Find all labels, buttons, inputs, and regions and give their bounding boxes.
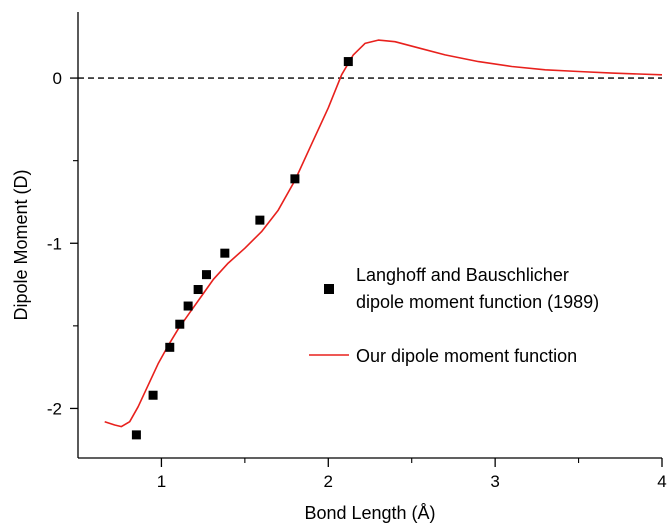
legend: Langhoff and Bauschlicher dipole moment f… — [309, 265, 599, 366]
x-tick-label: 4 — [657, 472, 666, 491]
y-tick-label: -1 — [47, 234, 62, 253]
data-point-square — [148, 390, 158, 400]
legend-label-line: dipole moment function (1989) — [356, 292, 599, 312]
x-tick-label: 2 — [324, 472, 333, 491]
data-point-square — [343, 57, 353, 67]
data-point-square — [255, 215, 265, 225]
dipole-function-curve — [104, 39, 663, 428]
x-axis-title: Bond Length (Å) — [304, 503, 435, 523]
data-point-square — [183, 301, 193, 311]
x-tick-label: 3 — [490, 472, 499, 491]
data-point-square — [220, 248, 230, 258]
data-point-square — [201, 270, 211, 280]
y-axis-title: Dipole Moment (D) — [11, 169, 31, 320]
data-point-square — [131, 430, 141, 440]
y-tick-label: 0 — [53, 69, 62, 88]
legend-marker-square — [324, 284, 334, 294]
series-line-group — [104, 39, 663, 428]
series-points-group — [131, 57, 353, 440]
data-point-square — [165, 342, 175, 352]
data-point-square — [290, 174, 300, 184]
legend-label-line: Langhoff and Bauschlicher — [356, 265, 569, 285]
y-tick-label: -2 — [47, 399, 62, 418]
ticks: 1 2 3 4 0 -1 -2 — [47, 69, 667, 491]
legend-label-line: Our dipole moment function — [356, 346, 577, 366]
data-point-square — [193, 285, 203, 295]
axes — [77, 12, 662, 459]
x-tick-label: 1 — [157, 472, 166, 491]
data-point-square — [175, 319, 185, 329]
